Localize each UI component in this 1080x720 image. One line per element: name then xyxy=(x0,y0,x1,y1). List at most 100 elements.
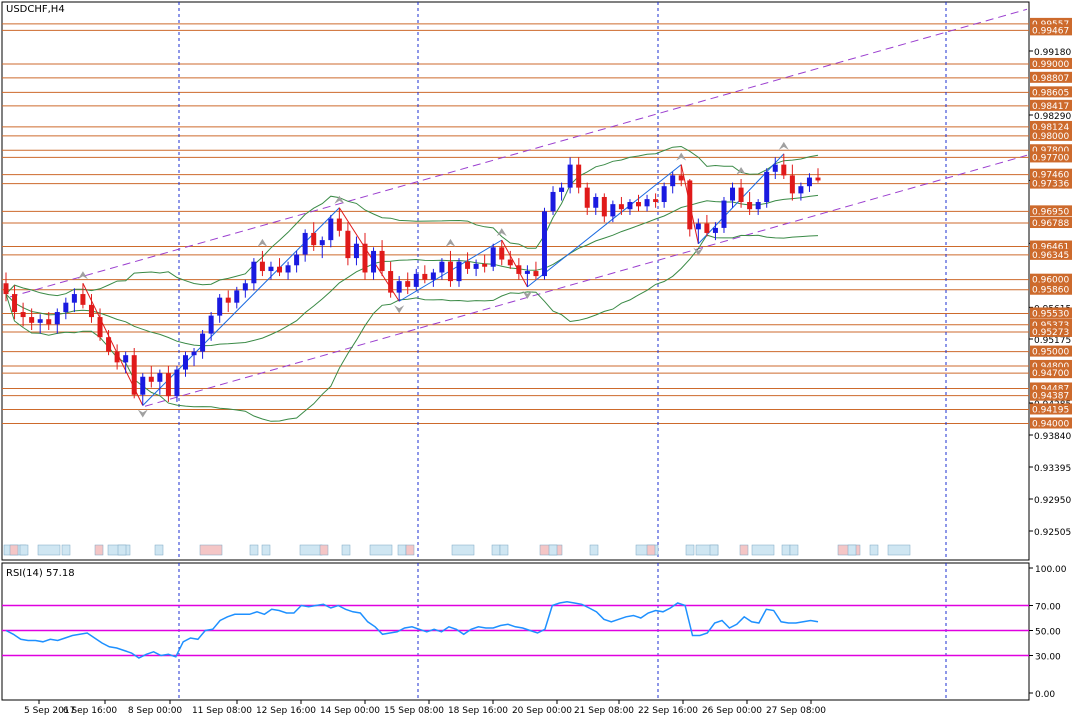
event-time-box xyxy=(117,544,127,556)
candle-body xyxy=(755,202,761,210)
horizontal-levels xyxy=(2,23,1029,424)
candle-body xyxy=(678,175,684,181)
time-tick-label: 8 Sep 00:00 xyxy=(128,706,183,716)
candle-body xyxy=(379,250,385,272)
level-price-label: 0.98605 xyxy=(1032,88,1069,98)
time-tick-label: 20 Sep 00:00 xyxy=(512,706,572,716)
price-tick-label: 0.99180 xyxy=(1034,48,1071,58)
time-tick-label: 6 Sep 16:00 xyxy=(63,706,118,716)
fractal-up-marker xyxy=(445,238,456,247)
candle-body xyxy=(362,243,368,273)
candle-body xyxy=(499,247,505,260)
event-time-box xyxy=(37,544,61,556)
time-tick-label: 26 Sep 00:00 xyxy=(702,706,762,716)
candle-body xyxy=(114,351,120,363)
price-panel xyxy=(1,1,1030,561)
level-price-box xyxy=(1030,17,1072,29)
candle-body xyxy=(29,317,35,323)
candle-body xyxy=(601,196,607,217)
level-price-label: 0.95530 xyxy=(1032,309,1069,319)
candle-body xyxy=(507,259,513,266)
candle-body xyxy=(242,283,248,291)
time-tick-label: 15 Sep 08:00 xyxy=(384,706,444,716)
level-price-label: 0.99467 xyxy=(1032,26,1069,36)
price-tick-label: 0.93840 xyxy=(1034,432,1071,442)
event-time-box xyxy=(94,544,104,556)
fractal-up-marker xyxy=(496,228,507,237)
level-price-box xyxy=(1030,177,1072,189)
candle-body xyxy=(704,223,710,233)
candle-body xyxy=(559,187,565,192)
candle-body xyxy=(88,304,94,318)
level-price-label: 0.94000 xyxy=(1032,419,1069,429)
candle-body xyxy=(191,351,197,356)
candle-body xyxy=(37,319,43,323)
level-price-label: 0.95273 xyxy=(1032,328,1069,338)
candle-body xyxy=(12,294,18,313)
candle-body xyxy=(430,272,436,280)
candle-body xyxy=(618,204,624,210)
time-tick-label: 21 Sep 08:00 xyxy=(574,706,634,716)
event-time-box xyxy=(405,544,415,556)
level-price-box xyxy=(1030,325,1072,337)
level-price-box xyxy=(1030,120,1072,132)
candle-body xyxy=(730,187,736,201)
event-time-box xyxy=(154,544,164,556)
fractal-markers xyxy=(77,141,789,418)
candle-body xyxy=(781,164,787,176)
level-price-box xyxy=(1030,168,1072,180)
candle-body xyxy=(251,261,257,284)
candle-body xyxy=(174,369,180,397)
level-price-box xyxy=(1030,367,1072,379)
level-price-label: 0.94487 xyxy=(1032,384,1069,394)
candle-body xyxy=(712,227,718,233)
candle-body xyxy=(46,319,52,325)
price-axis: 0.991800.982900.973800.965050.956150.951… xyxy=(1029,17,1072,538)
level-price-label: 0.99000 xyxy=(1032,60,1069,70)
level-price-label: 0.96345 xyxy=(1032,251,1069,261)
price-tick-label: 0.95175 xyxy=(1034,336,1071,346)
event-time-box xyxy=(451,544,475,556)
candle-body xyxy=(123,355,129,363)
level-price-label: 0.97336 xyxy=(1032,180,1069,190)
candle-body xyxy=(131,355,137,395)
fractal-up-marker xyxy=(257,238,268,247)
candle-body xyxy=(182,355,188,370)
candle-body xyxy=(259,261,265,272)
candle-body xyxy=(405,281,411,287)
level-price-label: 0.95373 xyxy=(1032,321,1069,331)
candle-body xyxy=(772,164,778,172)
level-price-label: 0.97700 xyxy=(1032,153,1069,163)
candlesticks xyxy=(3,153,821,406)
level-price-label: 0.98807 xyxy=(1032,74,1069,84)
level-price-label: 0.94387 xyxy=(1032,392,1069,402)
candle-body xyxy=(345,230,351,259)
time-tick-label: 14 Sep 00:00 xyxy=(320,706,380,716)
level-price-box xyxy=(1030,307,1072,319)
level-price-box xyxy=(1030,283,1072,295)
event-time-box xyxy=(709,544,719,556)
candle-body xyxy=(268,266,274,272)
level-price-box xyxy=(1030,403,1072,415)
candle-body xyxy=(148,376,154,382)
level-price-label: 0.97460 xyxy=(1032,171,1069,181)
band-middle xyxy=(5,194,819,347)
candle-body xyxy=(721,200,727,228)
level-price-label: 0.96000 xyxy=(1032,276,1069,286)
candle-body xyxy=(328,218,334,241)
candle-body xyxy=(661,186,667,203)
level-price-box xyxy=(1030,57,1072,69)
time-tick-label: 5 Sep 2017 xyxy=(24,706,75,716)
level-price-label: 0.96950 xyxy=(1032,207,1069,217)
level-price-label: 0.95860 xyxy=(1032,286,1069,296)
level-price-box xyxy=(1030,144,1072,156)
candle-body xyxy=(396,281,402,293)
rsi-tick-label: 0.00 xyxy=(1035,690,1055,700)
event-time-box xyxy=(61,544,71,556)
candle-body xyxy=(627,202,633,210)
event-time-box xyxy=(319,544,329,556)
candle-body xyxy=(533,271,539,277)
candle-body xyxy=(764,171,770,203)
level-price-label: 0.96788 xyxy=(1032,219,1069,229)
